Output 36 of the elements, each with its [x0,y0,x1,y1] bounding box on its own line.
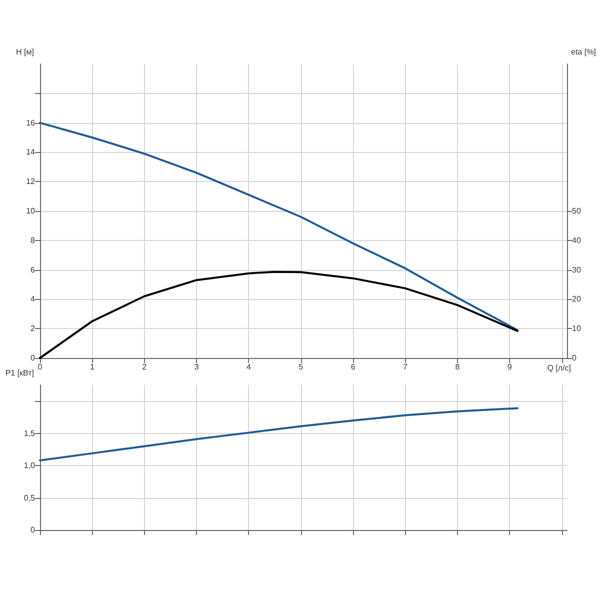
y2-axis-title: eta [%] [571,48,596,56]
y2-tick-label: 30 [572,265,582,274]
y2-tick-label: 50 [572,206,582,216]
line-series [39,122,518,332]
x-tick-label: 6 [350,362,356,372]
y-axis-title: H [м] [16,48,34,56]
y2-tick-label: 40 [572,236,582,245]
x-tick-label: 4 [246,362,252,372]
x-tick-label: 2 [142,362,148,372]
x-tick-label: 5 [298,362,304,372]
x-tick-label: 3 [194,362,200,372]
x-tick-label: 9 [507,362,512,372]
y-tick-label: 0,5 [24,493,36,502]
y2-tick-label: 0 [572,354,577,362]
x-tick-label: 8 [455,362,460,372]
y-tick-label: 0 [30,526,36,534]
y2-tick-label: 10 [572,324,582,334]
y-tick-label: 16 [26,118,36,128]
y-axis-title: P1 [кВт] [5,368,34,378]
y-tick-label: 1,5 [24,428,36,438]
y-tick-label: 8 [30,236,36,245]
x-tick-label: 1 [90,362,95,372]
x-tick-label: 0 [38,362,43,372]
y-tick-label: 14 [26,148,36,157]
y-tick-label: 4 [30,294,36,304]
y-tick-label: 10 [26,206,36,216]
y-tick-label: 2 [30,324,36,334]
x-axis-title: Q [л/с] [547,364,571,372]
x-tick-label: 7 [403,362,408,372]
y2-tick-label: 20 [572,294,582,304]
y-tick-label: 1,0 [24,461,36,470]
y-tick-label: 0 [30,354,36,362]
y-tick-label: 12 [26,177,36,186]
line-series [39,407,518,462]
y-tick-label: 6 [30,265,36,274]
line-series [39,270,518,359]
